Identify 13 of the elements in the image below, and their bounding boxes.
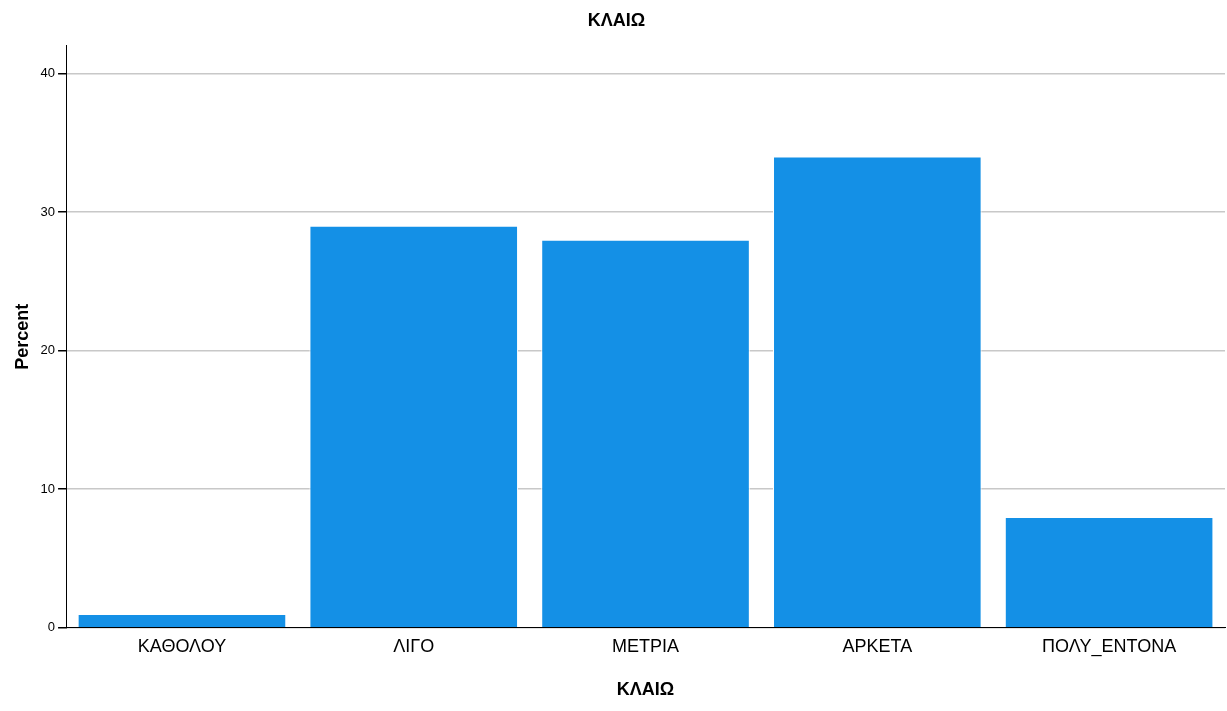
x-tick-label: ΛΙΓΟ bbox=[393, 635, 435, 656]
y-axis-title: Percent bbox=[11, 303, 32, 370]
x-axis-title: ΚΛΑΙΩ bbox=[616, 679, 675, 700]
x-tick-label: ΚΑΘΟΛΟΥ bbox=[137, 635, 227, 656]
x-tick-label: ΜΕΤΡΙΑ bbox=[612, 635, 680, 656]
y-tick-label: 30 bbox=[40, 203, 56, 219]
y-tick-label: 20 bbox=[40, 342, 56, 358]
y-tick-label: 10 bbox=[40, 480, 56, 496]
x-tick-label: ΑΡΚΕΤΑ bbox=[842, 635, 913, 656]
y-tick-label: 0 bbox=[47, 619, 56, 635]
chart-title: ΚΛΑΙΩ bbox=[587, 9, 646, 30]
y-tick-label: 40 bbox=[40, 64, 56, 80]
x-tick-label: ΠΟΛΥ_ΕΝΤΟΝΑ bbox=[1042, 635, 1177, 657]
